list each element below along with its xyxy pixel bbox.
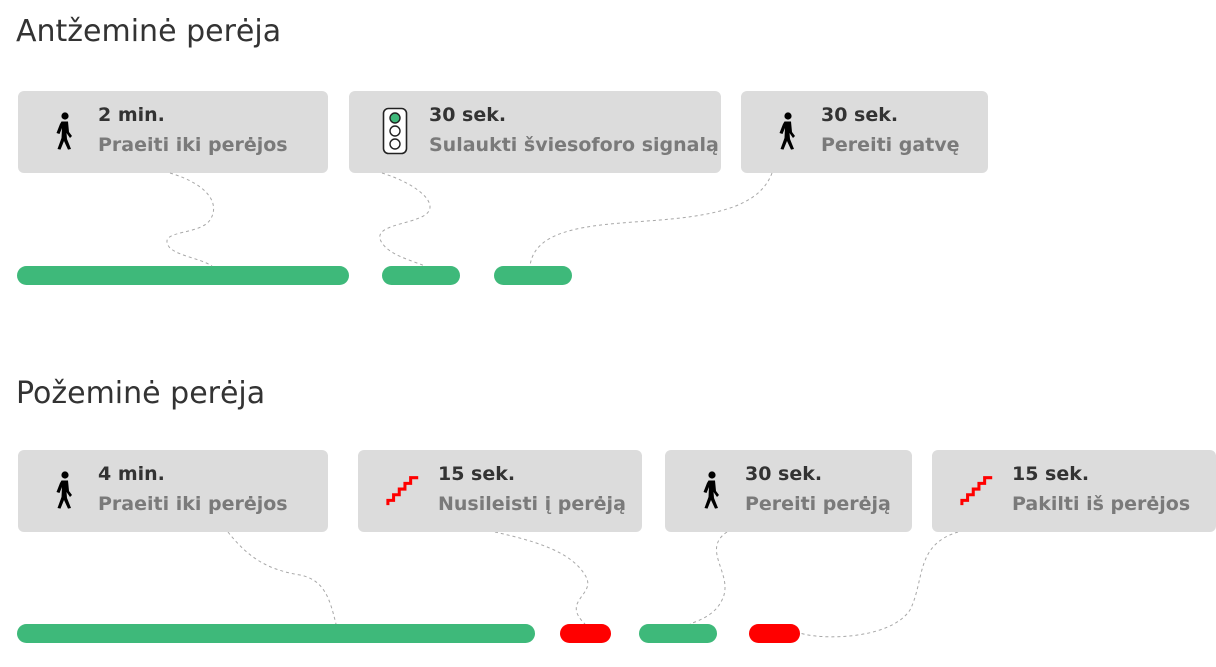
stairs-up-icon <box>960 470 996 510</box>
pedestrian-icon <box>46 111 82 151</box>
pedestrian-icon <box>693 470 729 510</box>
step-description: Pereiti perėją <box>745 493 891 515</box>
step-description: Nusileisti į perėją <box>438 493 626 515</box>
step-card-wait-signal: 30 sek. Sulaukti šviesoforo signalą <box>349 91 721 173</box>
traffic-light-icon <box>377 107 413 155</box>
step-time: 30 sek. <box>745 463 823 485</box>
timeline-segment-walk <box>17 624 535 643</box>
pedestrian-icon <box>46 470 82 510</box>
step-description: Sulaukti šviesoforo signalą <box>429 134 719 156</box>
section-title-below: Požeminė perėja <box>16 376 266 411</box>
stairs-down-icon <box>386 470 422 510</box>
step-card-walk-to-crossing: 4 min. Praeiti iki perėjos <box>18 450 328 532</box>
pedestrian-icon <box>769 111 805 151</box>
step-description: Pereiti gatvę <box>821 134 960 156</box>
timeline-segment-descend <box>560 624 611 643</box>
timeline-segment-cross <box>494 266 572 285</box>
step-time: 30 sek. <box>429 104 507 126</box>
step-card-descend: 15 sek. Nusileisti į perėją <box>358 450 642 532</box>
step-time: 2 min. <box>98 104 165 126</box>
step-card-ascend: 15 sek. Pakilti iš perėjos <box>932 450 1216 532</box>
timeline-segment-ascend <box>749 624 800 643</box>
step-card-cross-street: 30 sek. Pereiti gatvę <box>741 91 988 173</box>
timeline-segment-cross <box>639 624 717 643</box>
step-description: Praeiti iki perėjos <box>98 493 288 515</box>
step-time: 15 sek. <box>438 463 516 485</box>
step-time: 30 sek. <box>821 104 899 126</box>
section-title-above: Antžeminė perėja <box>16 14 282 49</box>
timeline-segment-wait <box>382 266 460 285</box>
step-description: Praeiti iki perėjos <box>98 134 288 156</box>
step-card-cross-underpass: 30 sek. Pereiti perėją <box>665 450 912 532</box>
timeline-segment-walk <box>17 266 349 285</box>
step-description: Pakilti iš perėjos <box>1012 493 1191 515</box>
step-time: 15 sek. <box>1012 463 1090 485</box>
step-time: 4 min. <box>98 463 165 485</box>
step-card-walk-to-crossing: 2 min. Praeiti iki perėjos <box>18 91 328 173</box>
